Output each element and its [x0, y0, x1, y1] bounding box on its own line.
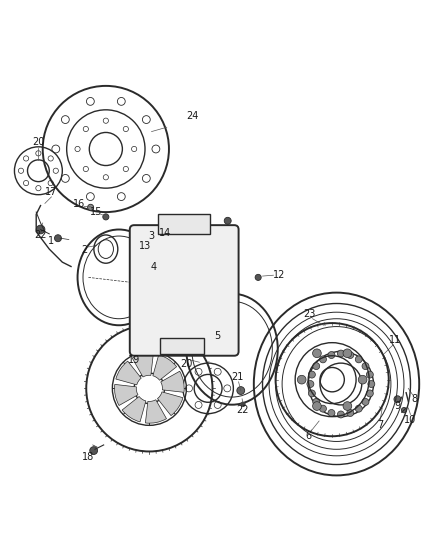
Text: 7: 7 [377, 421, 383, 430]
Text: 9: 9 [394, 401, 400, 411]
Circle shape [103, 214, 109, 220]
Circle shape [328, 352, 335, 359]
Text: 13: 13 [139, 240, 151, 251]
Wedge shape [116, 361, 141, 385]
Circle shape [88, 204, 94, 211]
Text: 24: 24 [187, 111, 199, 122]
Text: 22: 22 [34, 230, 47, 240]
Circle shape [358, 375, 367, 384]
Text: 23: 23 [304, 309, 316, 319]
Text: 10: 10 [404, 415, 417, 425]
Text: 17: 17 [45, 187, 58, 197]
Text: 5: 5 [214, 331, 220, 341]
Wedge shape [122, 397, 146, 422]
Text: 11: 11 [389, 335, 401, 345]
Wedge shape [132, 353, 153, 377]
Circle shape [237, 386, 245, 394]
Circle shape [366, 390, 373, 397]
Circle shape [313, 399, 320, 406]
Circle shape [343, 349, 352, 358]
Circle shape [255, 274, 261, 280]
Text: 18: 18 [82, 451, 95, 462]
Wedge shape [145, 400, 166, 423]
Circle shape [347, 352, 354, 359]
Bar [158, 214, 210, 234]
Text: 14: 14 [159, 228, 171, 238]
Circle shape [308, 371, 315, 378]
Text: 22: 22 [237, 405, 249, 415]
Circle shape [147, 260, 178, 290]
Text: 12: 12 [273, 270, 285, 280]
Circle shape [154, 251, 232, 329]
FancyBboxPatch shape [130, 225, 239, 356]
Wedge shape [158, 392, 183, 416]
Circle shape [337, 411, 344, 418]
Circle shape [319, 405, 326, 412]
Circle shape [355, 405, 362, 412]
Text: 8: 8 [411, 394, 417, 404]
Circle shape [343, 402, 352, 410]
Wedge shape [115, 384, 138, 406]
Text: 2: 2 [81, 245, 87, 255]
Circle shape [362, 399, 369, 406]
Circle shape [347, 409, 354, 416]
Text: 15: 15 [90, 207, 102, 217]
Text: 20: 20 [180, 359, 193, 369]
Circle shape [401, 408, 406, 413]
Text: 21: 21 [232, 372, 244, 382]
Text: 20: 20 [32, 138, 45, 148]
Text: 3: 3 [148, 231, 155, 241]
Circle shape [362, 362, 369, 369]
Circle shape [313, 362, 320, 369]
Text: 1: 1 [48, 236, 54, 246]
Circle shape [307, 381, 314, 387]
Circle shape [355, 356, 362, 363]
Circle shape [36, 225, 45, 234]
Circle shape [308, 390, 315, 397]
Circle shape [319, 356, 326, 363]
Circle shape [366, 371, 373, 378]
Text: 6: 6 [305, 431, 311, 441]
Wedge shape [153, 355, 177, 380]
Circle shape [368, 381, 375, 387]
Circle shape [54, 235, 61, 241]
Circle shape [313, 402, 321, 410]
Circle shape [394, 396, 401, 403]
Circle shape [165, 262, 221, 319]
Circle shape [313, 349, 321, 358]
Circle shape [328, 409, 335, 416]
Bar [160, 338, 204, 353]
Circle shape [297, 375, 306, 384]
Circle shape [224, 217, 231, 224]
Circle shape [337, 350, 344, 357]
Text: 16: 16 [73, 199, 85, 209]
Text: 4: 4 [151, 262, 157, 271]
Wedge shape [161, 372, 184, 392]
Text: ●: ● [240, 401, 246, 407]
Circle shape [90, 447, 98, 455]
Text: 19: 19 [128, 355, 140, 365]
